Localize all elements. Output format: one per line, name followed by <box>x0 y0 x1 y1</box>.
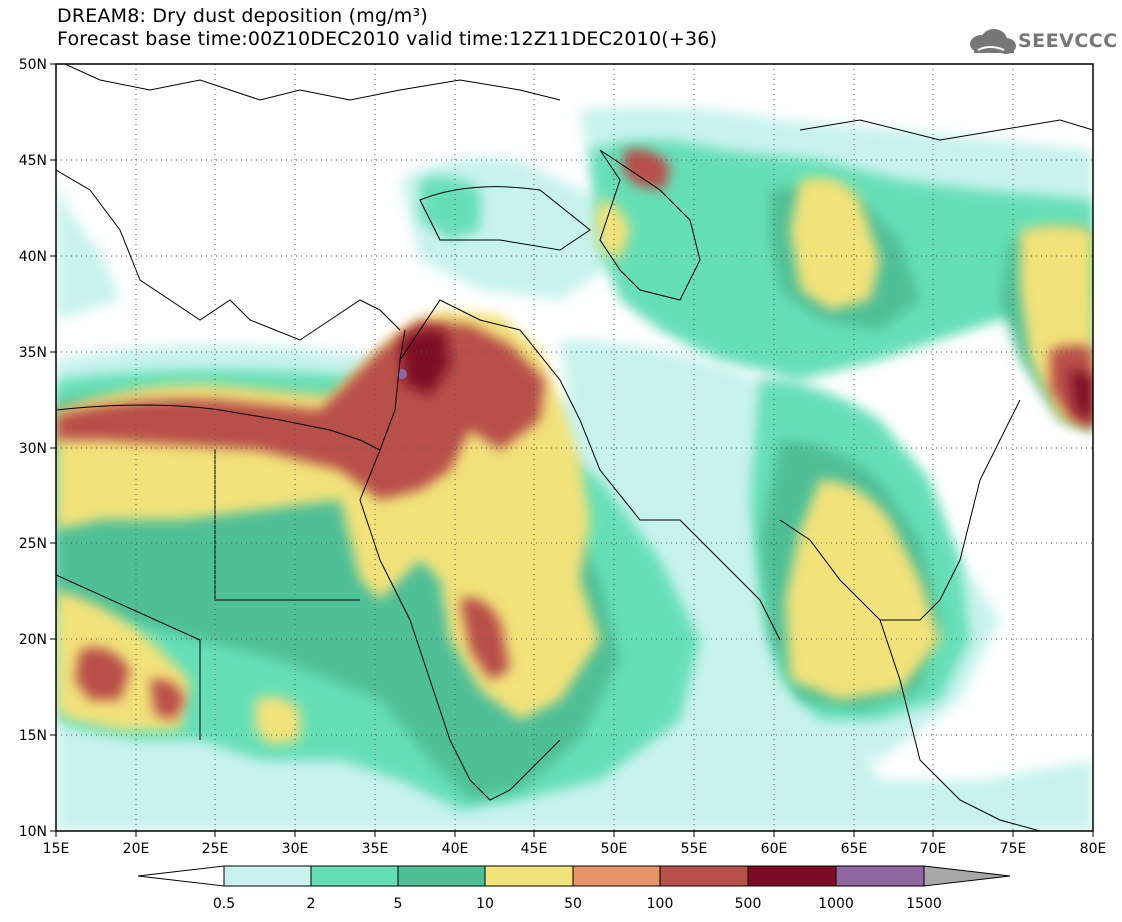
lon-label: 55E <box>681 841 708 857</box>
lon-label: 15E <box>43 841 70 857</box>
lat-label: 20N <box>19 632 47 648</box>
lon-label: 25E <box>202 841 229 857</box>
lon-label: 80E <box>1080 841 1107 857</box>
colorbar-swatch <box>223 865 312 887</box>
lon-label: 30E <box>282 841 309 857</box>
level-500-1000-field <box>400 328 1093 425</box>
colorbar-swatch <box>747 865 837 887</box>
lat-label: 30N <box>19 441 47 457</box>
lon-label: 20E <box>123 841 150 857</box>
axis-ticks <box>50 63 1094 837</box>
cloud-logo-icon <box>970 29 1016 54</box>
colorbar-level-label: 500 <box>735 896 762 912</box>
lon-label: 60E <box>761 841 788 857</box>
lat-label: 25N <box>19 536 47 552</box>
lat-label: 35N <box>19 345 47 361</box>
colorbar-level-label: 0.5 <box>213 896 235 912</box>
map-title: DREAM8: Dry dust deposition (mg/m³) <box>57 5 428 27</box>
lat-label: 50N <box>19 57 47 73</box>
colorbar-swatch <box>835 865 925 887</box>
colorbar-swatch <box>397 865 486 887</box>
logo-text: SEEVCCC <box>1018 30 1118 52</box>
colorbar-level-label: 5 <box>394 896 403 912</box>
lon-label: 75E <box>1000 841 1027 857</box>
colorbar-swatch <box>572 865 661 887</box>
colorbar-left-arrow <box>137 865 225 887</box>
lat-label: 15N <box>19 728 47 744</box>
colorbar <box>137 865 1011 887</box>
lon-label: 65E <box>841 841 868 857</box>
colorbar-level-label: 1500 <box>906 896 942 912</box>
colorbar-level-label: 10 <box>476 896 494 912</box>
lat-label: 45N <box>19 153 47 169</box>
level-1000-1500-spot <box>397 369 407 379</box>
colorbar-level-label: 50 <box>564 896 582 912</box>
colorbar-swatch <box>484 865 574 887</box>
map-field <box>56 64 1093 831</box>
colorbar-swatch <box>659 865 749 887</box>
lon-label: 50E <box>601 841 628 857</box>
lat-label: 40N <box>19 249 47 265</box>
colorbar-level-label: 1000 <box>818 896 854 912</box>
lon-label: 45E <box>521 841 548 857</box>
colorbar-level-label: 100 <box>647 896 674 912</box>
forecast-time-subtitle: Forecast base time:00Z10DEC2010 valid ti… <box>57 28 718 50</box>
colorbar-swatch <box>310 865 399 887</box>
colorbar-level-label: 2 <box>307 896 316 912</box>
colorbar-right-arrow <box>923 865 1011 887</box>
lat-label: 10N <box>19 824 47 840</box>
lon-label: 70E <box>920 841 947 857</box>
lon-label: 35E <box>362 841 389 857</box>
lon-label: 40E <box>442 841 469 857</box>
